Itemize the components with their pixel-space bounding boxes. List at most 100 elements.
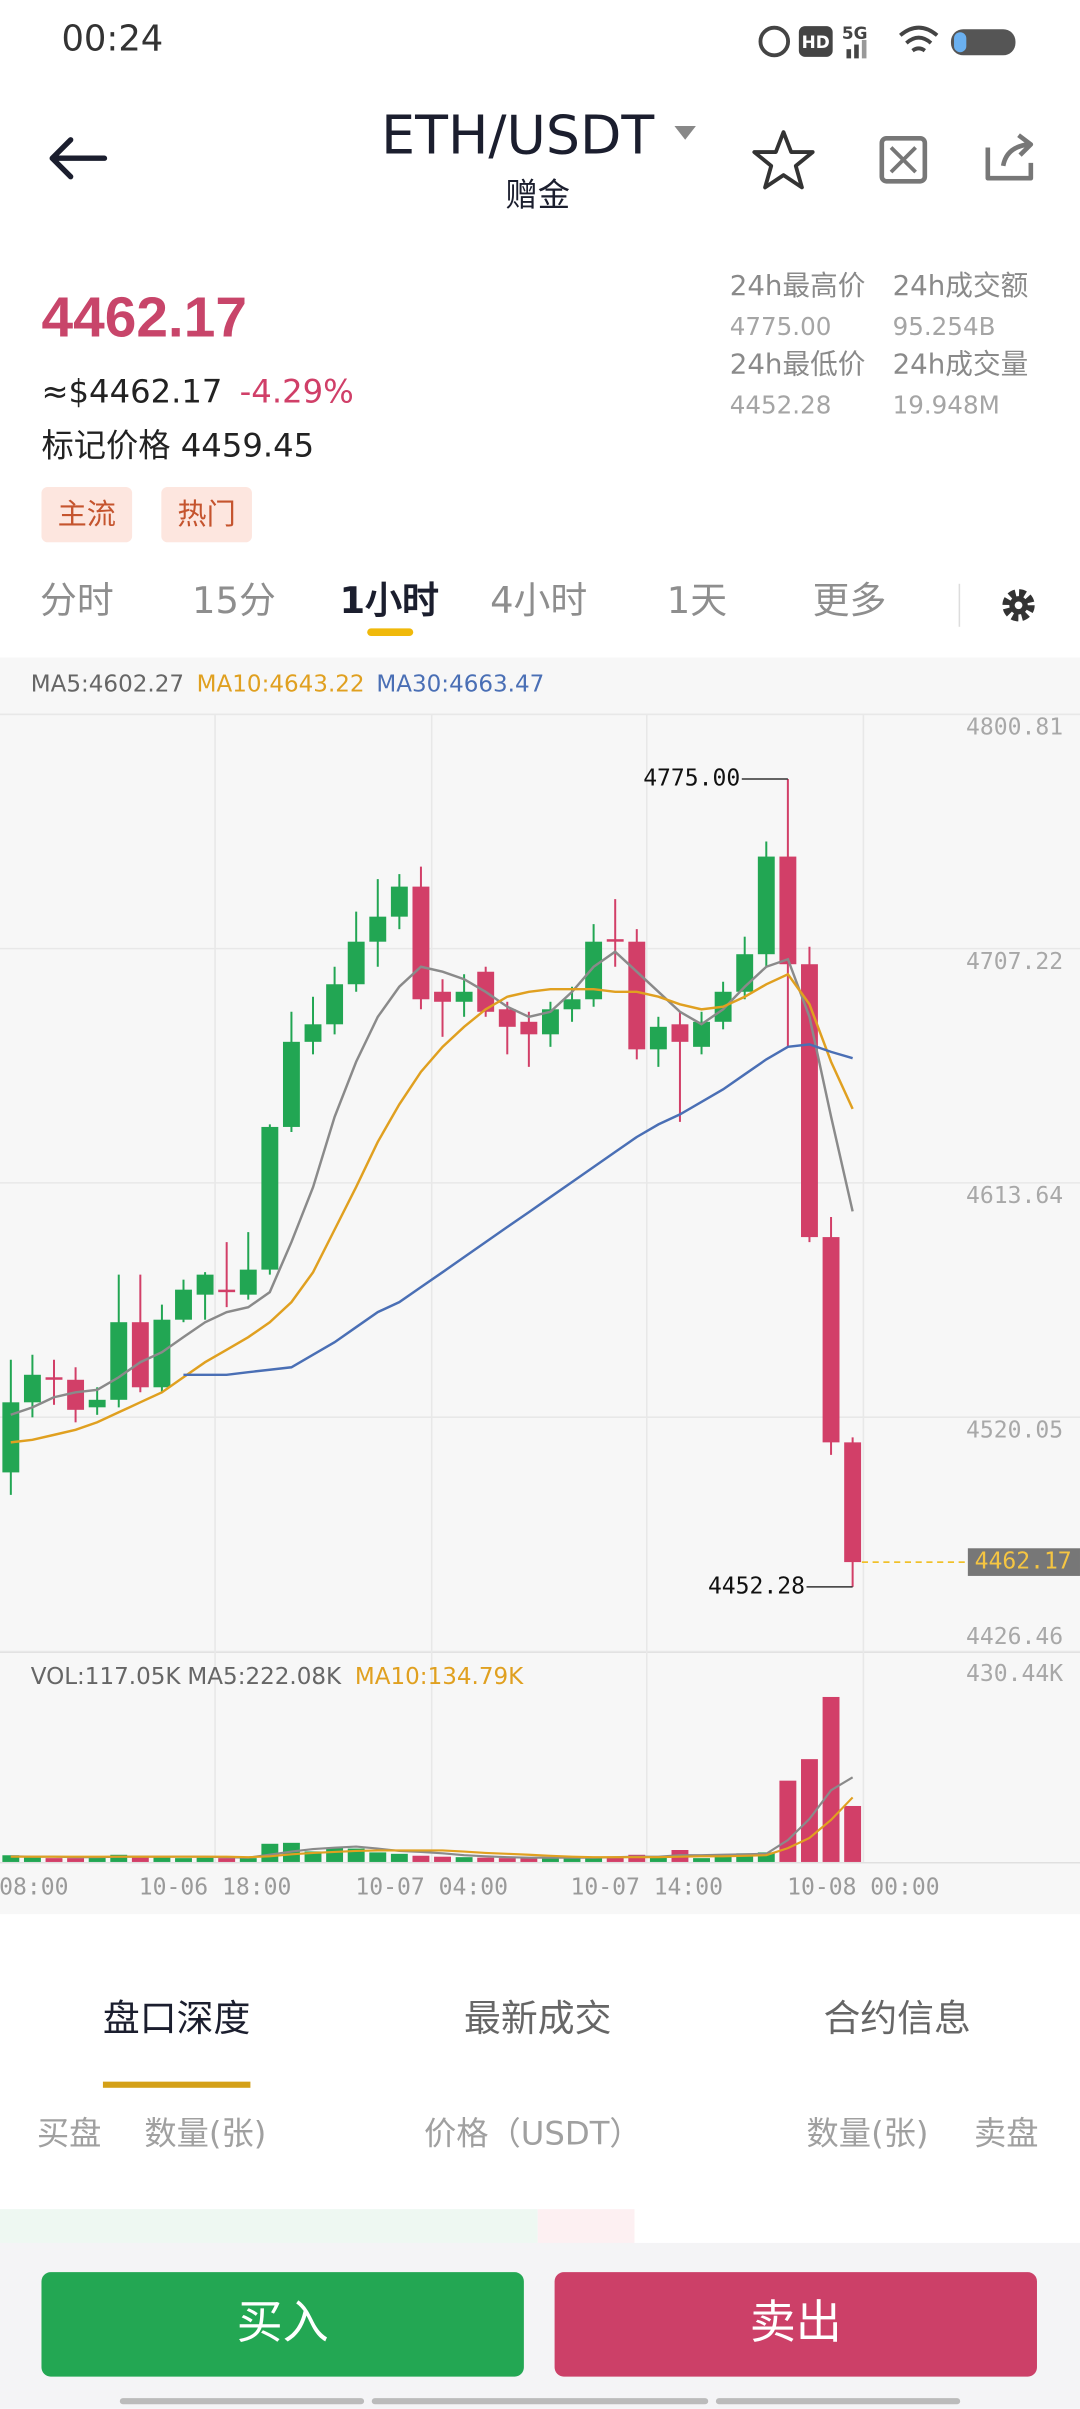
candle-body xyxy=(110,1322,128,1400)
x-tick-label: 10-08 00:00 xyxy=(787,1875,940,1901)
volume-bar xyxy=(175,1858,192,1862)
ma-line xyxy=(183,1043,853,1377)
volume-bar xyxy=(2,1855,20,1862)
candle-body xyxy=(326,984,344,1025)
candle-body xyxy=(347,941,365,985)
ma-line xyxy=(10,950,854,1416)
ma-legend: MA10:4643.22 xyxy=(197,672,365,698)
tag: 主流 xyxy=(41,486,133,543)
volume-ma-line xyxy=(10,1796,854,1859)
candle-body xyxy=(131,1322,149,1388)
back-button[interactable] xyxy=(46,135,111,184)
candle-body xyxy=(67,1379,85,1410)
candle-body xyxy=(2,1402,20,1473)
column-header: 价格（USDT） xyxy=(424,2115,642,2153)
timeframe-tab[interactable]: 更多 xyxy=(812,579,887,623)
candle-body xyxy=(434,991,451,1002)
candle-body xyxy=(757,856,775,955)
candle-body xyxy=(390,886,408,917)
volume-bar xyxy=(239,1858,257,1862)
stat: 24h最低价 4452.28 xyxy=(730,349,893,427)
candle-body xyxy=(498,1009,516,1027)
timeframe-tab[interactable]: 1天 xyxy=(666,579,728,623)
ask-depth-bar xyxy=(537,2209,635,2243)
volume-bar xyxy=(714,1855,732,1862)
annotation-label: 4775.00 xyxy=(643,765,740,791)
candle-body xyxy=(45,1377,63,1380)
nav-bar xyxy=(715,2398,961,2405)
depth-tab[interactable]: 最新成交 xyxy=(463,1997,612,2041)
network-label: 5G xyxy=(842,23,868,43)
volume-bar xyxy=(110,1854,128,1862)
candle-body xyxy=(369,916,387,942)
favorite-button[interactable] xyxy=(751,128,816,193)
stat-label: 24h最高价 xyxy=(729,270,866,303)
y-tick-label: 4426.46 xyxy=(966,1624,1063,1650)
y-tick-label: 4613.64 xyxy=(966,1183,1063,1209)
ma-line xyxy=(10,972,854,1444)
pair-title[interactable]: ETH/USDT xyxy=(381,106,655,168)
candle-body xyxy=(844,1442,862,1563)
fullscreen-button[interactable] xyxy=(879,135,928,184)
tag: 热门 xyxy=(161,486,252,543)
x-tick-label: 08:00 xyxy=(0,1875,68,1901)
stat-value: 4775.00 xyxy=(729,311,832,342)
candle-body xyxy=(822,1237,840,1443)
candle-body xyxy=(23,1374,41,1403)
volume-bar xyxy=(822,1696,840,1862)
timeframe-tab[interactable]: 1小时 xyxy=(339,579,439,623)
price-change: -4.29% xyxy=(239,373,354,411)
timeframe-tab[interactable]: 4小时 xyxy=(490,579,588,623)
pair-dropdown[interactable] xyxy=(674,125,696,141)
signal-bar xyxy=(846,49,852,59)
timeframe-tab[interactable]: 分时 xyxy=(39,579,114,623)
x-tick-label: 10-06 18:00 xyxy=(139,1875,292,1901)
stat: 24h成交额 95.254B xyxy=(893,270,1056,348)
nav-bar xyxy=(119,2398,365,2405)
stat-label: 24h成交额 xyxy=(892,270,1029,303)
volume-bar xyxy=(326,1847,344,1862)
kline-chart: 08:00 10-06 18:00 10-07 04:00 10-07 14:00 10… xyxy=(0,657,1080,1915)
volume-bar xyxy=(693,1858,710,1862)
volume-bar xyxy=(196,1857,214,1862)
volume-bar xyxy=(541,1858,559,1862)
volume-ma-legend: MA10:134.79K xyxy=(355,1664,524,1690)
mark-price: 标记价格 4459.45 xyxy=(41,427,315,464)
last-price-label: 4462.17 xyxy=(975,1549,1072,1575)
candle-body xyxy=(239,1269,257,1295)
volume-bar xyxy=(88,1857,106,1862)
depth-tab[interactable]: 合约信息 xyxy=(823,1997,971,2041)
active-tab-indicator xyxy=(366,628,413,637)
buy-button[interactable]: 买入 xyxy=(41,2272,524,2377)
volume-ma-legend: MA5:222.08K xyxy=(187,1664,342,1690)
volume-bar xyxy=(23,1857,41,1862)
nav-bar xyxy=(371,2398,709,2405)
candle-body xyxy=(541,1009,559,1035)
candle-body xyxy=(671,1024,689,1042)
depth-tab[interactable]: 盘口深度 xyxy=(102,1997,251,2041)
volume-bar xyxy=(434,1856,451,1862)
volume-bar xyxy=(477,1857,495,1862)
candle-body xyxy=(693,1021,710,1047)
ma-legend: MA5:4602.27 xyxy=(31,672,184,698)
status-icons: HD 5G xyxy=(758,23,1016,59)
battery-icon xyxy=(950,29,1016,56)
volume-bar xyxy=(649,1856,667,1862)
x-tick-label: 10-07 04:00 xyxy=(355,1875,508,1901)
candle-body xyxy=(218,1289,236,1293)
hd-label: HD xyxy=(802,32,830,52)
volume-bar xyxy=(520,1857,538,1862)
share-button[interactable] xyxy=(982,132,1040,184)
timeframe-tab[interactable]: 15分 xyxy=(192,579,276,623)
stats: 24h最高价 4775.00 24h成交额 95.254B 24h最低价 4452.28 2… xyxy=(730,270,1056,427)
ma-legend: MA30:4663.47 xyxy=(376,672,544,698)
volume-bar xyxy=(455,1857,473,1862)
sell-button[interactable]: 卖出 xyxy=(554,2272,1037,2377)
settings-button[interactable] xyxy=(1000,587,1037,624)
stat-value: 4452.28 xyxy=(729,390,832,420)
volume-bar xyxy=(801,1759,818,1862)
candle-body xyxy=(606,939,624,942)
candle-body xyxy=(628,941,646,1050)
